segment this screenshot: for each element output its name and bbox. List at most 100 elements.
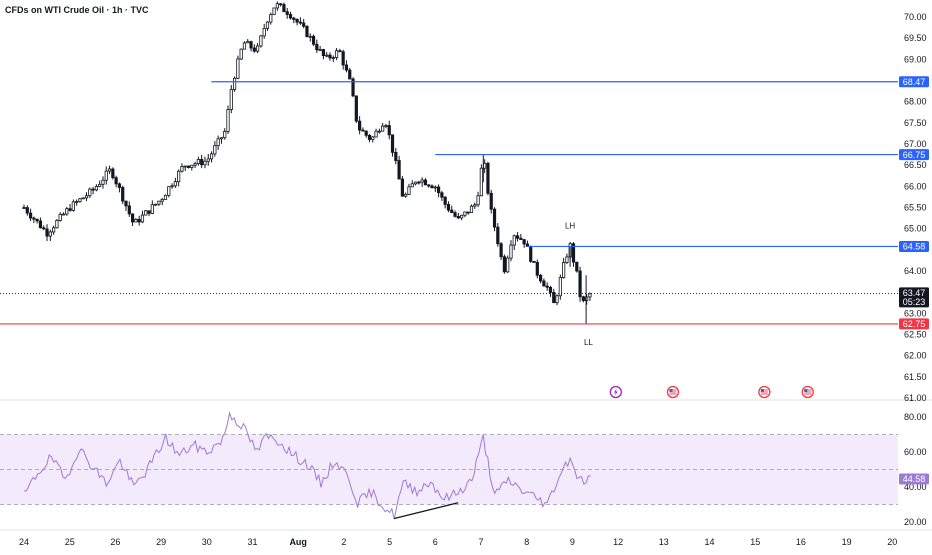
price-axis-tick: 69.50 <box>904 33 927 43</box>
candle-body <box>68 208 72 211</box>
candle-body <box>532 260 536 263</box>
candle-body <box>535 262 539 276</box>
candle-body <box>456 215 460 219</box>
us-flag-icon[interactable] <box>758 385 771 399</box>
price-axis-tick: 61.50 <box>904 372 927 382</box>
candle-body <box>61 213 66 216</box>
candle-body <box>390 134 395 153</box>
lightning-glyph <box>613 388 618 396</box>
candle-body <box>443 196 447 205</box>
candle-body <box>558 277 562 297</box>
candle-body <box>288 14 293 19</box>
candle-body <box>35 218 39 222</box>
rsi-axis-tick: 40.00 <box>904 482 927 492</box>
price-pane: LH LL <box>0 1 932 531</box>
price-axis-tick: 69.00 <box>904 54 927 64</box>
price-level-label: 68.47 <box>903 77 926 87</box>
candle-body <box>358 120 362 131</box>
candle-body <box>94 186 98 191</box>
candle-body <box>32 217 36 220</box>
candle-body <box>552 292 556 304</box>
price-level-tag <box>899 76 929 88</box>
price-axis-tick: 67.00 <box>904 139 927 149</box>
flag-canton <box>760 389 764 392</box>
candle-body <box>387 125 391 136</box>
us-flag-icon[interactable] <box>666 385 680 399</box>
time-axis[interactable]: 24 25 26 29 30 31 Aug 2 5 6 7 8 9 12 13 14 15 16 19 20 <box>19 537 897 547</box>
candle-body <box>213 145 217 155</box>
candle-body <box>45 228 49 237</box>
candle-body <box>206 158 210 162</box>
candle-body <box>361 129 365 132</box>
candle-body <box>430 185 434 189</box>
candle-body <box>450 209 454 213</box>
candle-body <box>436 186 441 194</box>
us-flag-icon[interactable] <box>801 385 814 399</box>
rsi-axis-tick: 60.00 <box>904 447 927 457</box>
candle-body <box>186 165 191 168</box>
candle-body <box>285 11 289 15</box>
price-level-tag <box>899 318 929 330</box>
candle-body <box>341 51 345 66</box>
candle-body <box>440 192 444 198</box>
candle-body <box>78 198 82 202</box>
candle-body <box>555 295 559 304</box>
candle-body <box>404 193 408 197</box>
lightning-icon[interactable] <box>609 385 622 399</box>
time-axis-tick: 29 <box>156 537 166 547</box>
candle-body <box>226 109 230 132</box>
candle-body <box>262 27 266 37</box>
candle-body <box>48 231 52 237</box>
rsi-axis-tick: 80.00 <box>904 412 927 422</box>
candle-body <box>134 218 138 223</box>
candle-body <box>578 270 582 298</box>
price-axis-tick: 62.50 <box>904 330 927 340</box>
candle-body <box>259 35 263 47</box>
candle-body <box>351 78 355 97</box>
price-level-tag <box>899 149 929 161</box>
candle-body <box>167 186 171 196</box>
price-level-label: 62.75 <box>903 319 926 329</box>
candle-body <box>519 237 523 240</box>
candle-body <box>581 296 585 301</box>
candle-body <box>173 181 177 187</box>
candle-body <box>298 21 302 24</box>
candle-body <box>154 203 158 206</box>
price-axis-tick: 61.00 <box>904 393 927 403</box>
candle-body <box>571 243 576 263</box>
candle-body <box>325 54 329 57</box>
candle-body <box>127 205 131 215</box>
candle-body <box>460 214 464 219</box>
candle-body <box>65 208 69 215</box>
last-price-label: 63.47 <box>903 288 926 298</box>
candle-body <box>282 4 286 13</box>
candle-body <box>315 43 319 51</box>
candle-body <box>107 168 112 172</box>
candle-body <box>377 130 381 133</box>
candle-body <box>55 220 59 229</box>
candle-body <box>147 210 151 214</box>
candle-body <box>91 188 95 191</box>
candle-body <box>400 178 404 197</box>
candle-body <box>163 194 168 200</box>
candle-body <box>190 164 194 168</box>
candle-body <box>42 227 46 230</box>
candle-body <box>219 137 224 140</box>
rsi-divergence-line[interactable] <box>394 502 459 520</box>
candle-body <box>157 200 161 205</box>
candle-body <box>269 14 273 23</box>
candle-body <box>453 212 457 217</box>
time-axis-tick: 24 <box>19 537 29 547</box>
candle-body <box>515 235 520 239</box>
candle-body <box>117 183 122 188</box>
candle-body <box>104 170 108 181</box>
time-axis-tick: 7 <box>478 537 483 547</box>
time-axis-tick: 5 <box>387 537 392 547</box>
annotation-lh: LH <box>565 222 575 231</box>
candle-body <box>124 200 128 207</box>
chart-title: CFDs on WTI Crude Oil · 1h · TVC <box>5 5 149 15</box>
time-axis-tick: 30 <box>202 537 212 547</box>
candle-body <box>575 261 579 272</box>
